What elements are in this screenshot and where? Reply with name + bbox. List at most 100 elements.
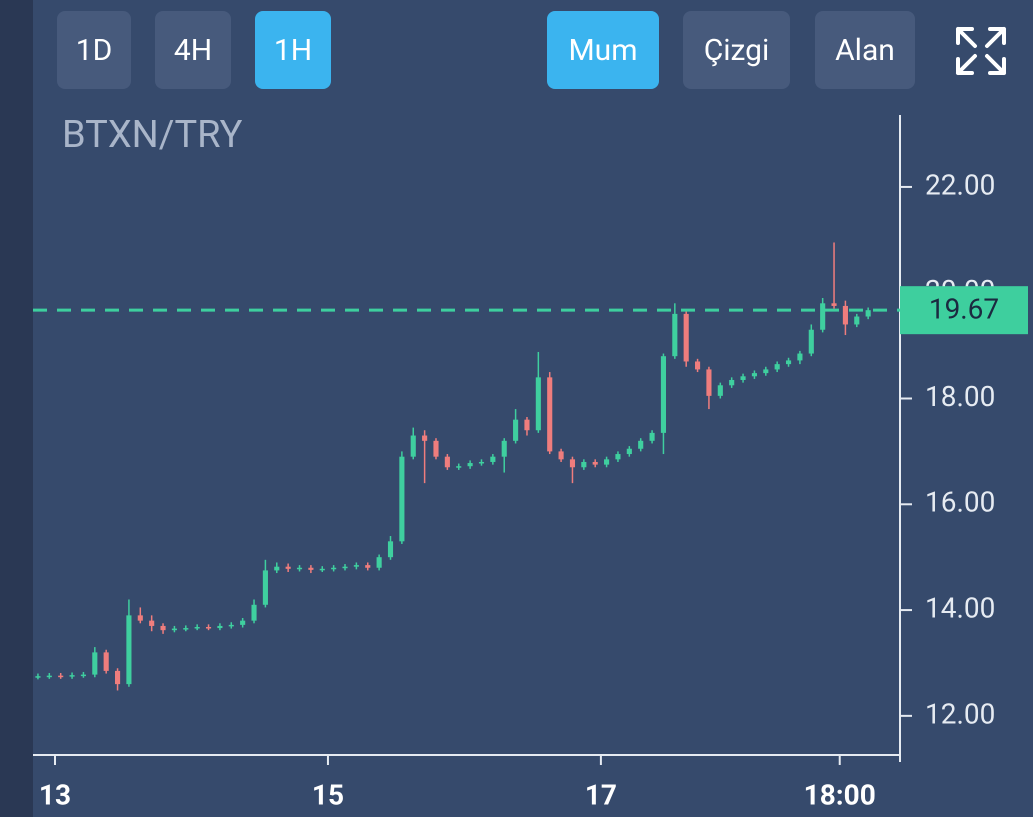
candle-body	[513, 419, 519, 441]
candle-body	[410, 435, 416, 457]
candle-body	[547, 377, 553, 452]
x-tick-label: 15	[312, 778, 344, 811]
candle-body	[774, 364, 780, 370]
candle-body	[638, 440, 644, 449]
candle-body	[672, 313, 678, 357]
y-tick-label: 12.00	[925, 697, 995, 730]
candle-body	[660, 356, 667, 433]
candle-body	[228, 624, 234, 627]
candle-body	[103, 652, 109, 671]
candle-body	[695, 361, 701, 370]
candle-body	[842, 305, 848, 325]
candle-body	[626, 448, 632, 455]
candle-body	[285, 566, 291, 569]
toolbar-button[interactable]: 1H	[255, 11, 331, 89]
candle-body	[433, 440, 439, 457]
toolbar-button[interactable]: 4H	[155, 11, 231, 89]
candle-body	[683, 313, 689, 362]
candle-body	[353, 565, 359, 567]
candle-body	[422, 435, 428, 441]
last-price-label: 19.67	[929, 293, 999, 326]
candle-body	[149, 620, 155, 626]
candle-body	[342, 566, 348, 569]
candle-body	[831, 303, 837, 306]
candle-body	[274, 566, 280, 571]
toolbar-button[interactable]: Mum	[547, 11, 659, 89]
candle-body	[649, 432, 655, 441]
candle-body	[319, 568, 325, 571]
candle-body	[569, 459, 576, 468]
icon-arrow	[956, 27, 977, 48]
y-tick-label: 16.00	[925, 486, 995, 519]
last-price-tag	[900, 286, 1028, 335]
candle-body	[820, 303, 826, 330]
icon-arrow	[985, 27, 1006, 48]
candle-body	[240, 620, 246, 625]
candle-body	[535, 377, 541, 431]
candle-body	[137, 615, 143, 621]
candle-body	[376, 557, 382, 568]
candle-body	[854, 316, 860, 325]
candle-body	[387, 541, 394, 558]
x-tick-label: 17	[585, 778, 617, 811]
side-strip	[0, 0, 33, 817]
candle-body	[604, 459, 610, 465]
candle-body	[69, 675, 75, 677]
candle-body	[251, 604, 257, 621]
candle-body	[160, 625, 166, 631]
candle-body	[194, 627, 200, 629]
candle-body	[797, 353, 803, 361]
candle-body	[740, 376, 746, 380]
candle-body	[331, 567, 337, 570]
candle-body	[524, 419, 530, 431]
candle-body	[205, 627, 212, 629]
y-tick-label: 22.00	[925, 168, 995, 201]
candle-body	[262, 570, 268, 605]
candle-body	[58, 675, 64, 678]
candle-body	[92, 652, 98, 675]
y-tick-label: 18.00	[925, 380, 995, 413]
toolbar-button[interactable]: 1D	[57, 11, 131, 89]
candle-body	[35, 676, 41, 678]
candles	[35, 242, 871, 691]
candle-body	[365, 565, 371, 568]
candle-body	[80, 674, 86, 677]
toolbar-button[interactable]: Alan	[815, 11, 915, 89]
candle-body	[706, 369, 712, 396]
candle-body	[763, 369, 769, 374]
candle-body	[729, 379, 735, 386]
candle-body	[183, 628, 189, 630]
candle-body	[785, 360, 792, 365]
pair-title: BTXN/TRY	[62, 113, 243, 157]
candle-body	[399, 456, 405, 542]
candle-body	[444, 456, 450, 468]
candle-body	[751, 373, 757, 377]
candle-body	[490, 456, 496, 462]
candle-body	[615, 454, 621, 460]
candle-body	[581, 461, 587, 468]
candle-body	[592, 461, 598, 465]
y-tick-label: 14.00	[925, 591, 995, 624]
candle-body	[501, 440, 507, 457]
toolbar-button[interactable]: Çizgi	[683, 11, 790, 89]
x-tick-label: 13	[39, 778, 71, 811]
icon-arrow	[985, 54, 1006, 75]
candle-body	[126, 615, 132, 685]
candle-body	[217, 625, 223, 629]
candle-body	[46, 675, 52, 678]
candle-body	[808, 329, 814, 354]
x-tick-label: 18:00	[804, 778, 876, 811]
candle-body	[717, 385, 723, 396]
candle-body	[456, 466, 462, 468]
candle-body	[865, 310, 871, 317]
candle-body	[478, 461, 485, 464]
candle-body	[467, 463, 473, 467]
candle-body	[296, 567, 303, 570]
icon-arrow	[956, 54, 977, 75]
fullscreen-button[interactable]	[950, 22, 1010, 82]
candle-body	[558, 451, 564, 460]
candle-body	[308, 567, 314, 570]
candle-body	[114, 670, 121, 685]
